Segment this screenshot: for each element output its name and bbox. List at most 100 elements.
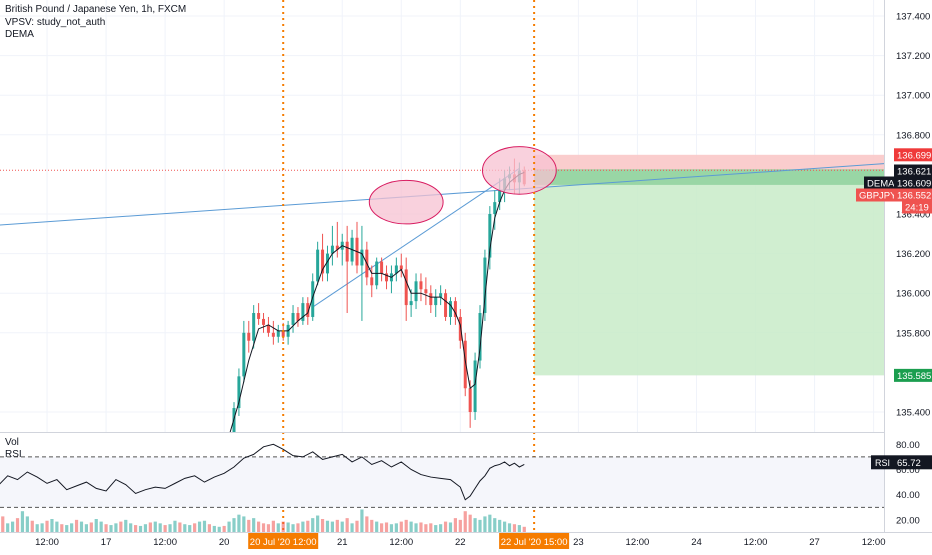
symbol-title[interactable]: British Pound / Japanese Yen, 1h, FXCM xyxy=(5,4,187,15)
candle-body-37 xyxy=(409,301,413,306)
candle-body-32 xyxy=(385,273,389,282)
time-tick-label: 12:00 xyxy=(35,537,59,548)
time-tick-label: 12:00 xyxy=(153,537,177,548)
volume-bar-8 xyxy=(25,516,29,532)
volume-bar-65 xyxy=(306,520,310,532)
volume-bar-29 xyxy=(129,523,133,532)
volume-bar-39 xyxy=(178,522,182,532)
volume-bar-83 xyxy=(394,523,398,532)
price-label-dema: 136.609 xyxy=(897,179,931,190)
volume-bar-89 xyxy=(424,524,428,532)
candle-body-52 xyxy=(483,257,487,313)
candle-body-15 xyxy=(301,303,305,321)
indicator-dema[interactable]: DEMA xyxy=(5,29,34,40)
price-label-target: 135.585 xyxy=(897,371,931,382)
volume-bar-106 xyxy=(507,523,512,532)
volume-bar-84 xyxy=(399,521,403,532)
candle-body-44 xyxy=(444,293,448,317)
volume-bar-71 xyxy=(335,519,339,532)
candle-body-6 xyxy=(257,313,261,319)
candle-body-35 xyxy=(399,265,403,270)
price-tick-label: 137.000 xyxy=(896,91,930,102)
volume-bar-85 xyxy=(404,519,408,532)
main-pane xyxy=(0,0,884,442)
rsi-label[interactable]: RSI xyxy=(5,449,22,460)
volume-bar-54 xyxy=(252,518,256,532)
volume-bar-15 xyxy=(60,524,64,532)
candle-body-7 xyxy=(262,318,266,325)
rsi-band-fill xyxy=(0,456,884,508)
volume-bar-57 xyxy=(266,524,271,532)
price-tick-label: 136.200 xyxy=(896,249,930,260)
time-tick-label: 12:00 xyxy=(389,537,413,548)
volume-bar-102 xyxy=(488,514,492,532)
volume-bar-100 xyxy=(478,519,482,532)
candle-body-51 xyxy=(478,313,482,361)
candle-body-34 xyxy=(394,265,398,274)
volume-bar-60 xyxy=(281,521,285,532)
volume-bar-5 xyxy=(11,521,15,532)
stop-loss-zone xyxy=(534,154,884,171)
volume-bar-18 xyxy=(74,519,79,532)
volume-bar-56 xyxy=(261,523,266,532)
volume-bar-69 xyxy=(325,520,330,532)
volume-bar-80 xyxy=(380,523,384,532)
time-tick-label: 22 xyxy=(455,537,466,548)
candle-body-48 xyxy=(463,340,467,389)
price-label-stop: 136.699 xyxy=(897,150,931,161)
volume-bar-31 xyxy=(138,525,143,532)
candle-body-43 xyxy=(439,293,443,298)
volume-bar-3 xyxy=(1,516,5,532)
volume-bar-36 xyxy=(163,525,167,532)
price-badge-dema-tag xyxy=(864,176,894,190)
volume-bar-94 xyxy=(448,522,453,532)
candle-body-40 xyxy=(424,289,428,294)
candle-body-0 xyxy=(228,438,231,442)
candle-body-20 xyxy=(325,253,329,274)
volume-bar-103 xyxy=(493,518,497,532)
volume-bar-90 xyxy=(429,523,433,532)
rsi-value-badge xyxy=(871,455,932,470)
time-highlight-label: 20 Jul '20 12:00 xyxy=(250,537,317,548)
time-highlight-label: 22 Jul '20 15:00 xyxy=(501,537,568,548)
price-badge-last xyxy=(894,188,932,202)
volume-bar-59 xyxy=(276,523,280,532)
volume-bar-49 xyxy=(227,521,231,532)
indicator-vpsv[interactable]: VPSV: study_not_auth xyxy=(5,16,106,28)
volume-bar-38 xyxy=(173,520,177,532)
volume-bar-62 xyxy=(291,524,295,532)
candle-body-50 xyxy=(473,360,477,412)
candle-body-41 xyxy=(429,293,433,306)
volume-bar-61 xyxy=(286,522,290,532)
take-profit-zone xyxy=(534,170,884,376)
volume-bar-44 xyxy=(202,520,207,532)
candle-body-18 xyxy=(316,249,320,282)
volume-bar-12 xyxy=(45,520,49,532)
volume-bar-70 xyxy=(330,521,334,532)
volume-bar-101 xyxy=(483,516,487,532)
volume-bar-32 xyxy=(143,524,148,532)
dema-line xyxy=(229,171,525,432)
rsi-line xyxy=(0,443,525,501)
highlight-ellipse-0 xyxy=(368,179,444,225)
candle-body-38 xyxy=(414,281,418,302)
volume-bar-42 xyxy=(193,523,197,532)
time-tick-label: 17 xyxy=(101,537,112,548)
volume-bar-53 xyxy=(247,519,251,532)
candle-body-3 xyxy=(242,332,246,377)
candle-body-8 xyxy=(266,324,270,333)
volume-label[interactable]: Vol xyxy=(5,437,19,448)
volume-bar-6 xyxy=(15,518,20,532)
price-badge-upper xyxy=(894,164,932,178)
price-tick-label: 136.800 xyxy=(896,130,930,141)
candle-body-13 xyxy=(291,313,295,325)
time-tick-label: 21 xyxy=(337,537,348,548)
volume-bar-34 xyxy=(153,521,157,532)
price-label-countdown: 24:19 xyxy=(905,203,929,214)
volume-bar-66 xyxy=(311,518,315,532)
volume-bar-104 xyxy=(498,519,502,532)
volume-bar-26 xyxy=(114,523,118,532)
volume-bar-17 xyxy=(70,523,74,532)
volume-bar-86 xyxy=(409,521,413,532)
